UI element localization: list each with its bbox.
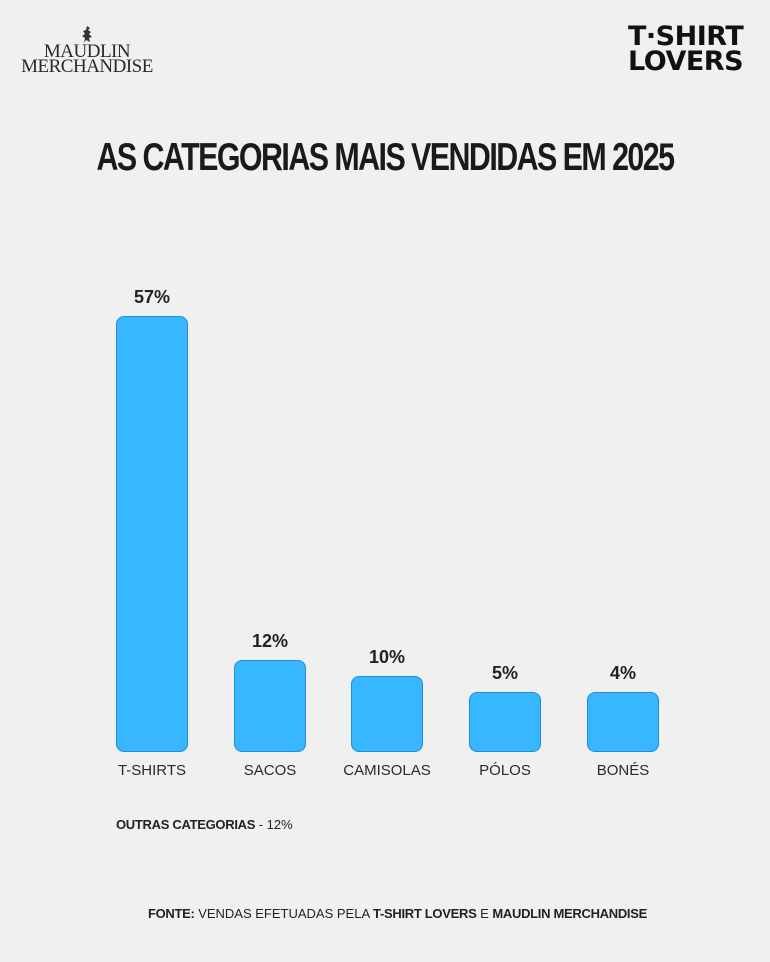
source-prefix: FONTE: [147,906,195,921]
bar-camisolas [351,676,423,752]
value-label: 5% [491,663,518,683]
tshirt-lovers-logo: T·SHIRT LOVERS [628,21,758,77]
category-label: CAMISOLAS [343,762,431,779]
value-label: 10% [368,647,406,667]
logo-right-line1: T·SHIRT [628,21,744,52]
source-note: FONTE: VENDAS EFETUADAS PELA T-SHIRT LOV… [0,906,770,921]
logo-right-line2: LOVERS [628,46,744,77]
value-label: 4% [609,663,636,683]
bird-icon [82,26,92,43]
bar-t-shirts [116,316,188,752]
other-categories-label: OUTRAS CATEGORIAS [116,817,256,832]
source-conjunction: E [476,906,493,921]
bar-pólos [469,692,541,752]
value-label: 57% [133,287,171,307]
category-label: PÓLOS [479,762,531,779]
other-categories-value: - 12% [255,817,293,832]
source-brand-maudlin: MAUDLIN MERCHANDISE [492,906,647,921]
logo-left-line1: MAUDLIN [43,41,131,62]
bar-bonés [587,692,659,752]
category-label: SACOS [243,762,297,779]
source-text: VENDAS EFETUADAS PELA [194,906,374,921]
value-label: 12% [251,631,289,651]
logo-left-line2: MERCHANDISE [21,56,153,77]
other-categories-note: OUTRAS CATEGORIAS - 12% [116,817,293,832]
bar-sacos [234,660,306,752]
maudlin-merchandise-logo: MAUDLIN MERCHANDISE [12,24,162,77]
bar-chart: 57% T-SHIRTS 12% SACOS 10% CAMISOLAS 5% PÓLOS 4%… [116,287,659,779]
category-label: T-SHIRTS [117,762,187,779]
category-label: BONÉS [596,762,650,779]
chart-title: AS CATEGORIAS MAIS VENDIDAS EM 2025 [96,136,675,179]
source-brand-tshirt-lovers: T-SHIRT LOVERS [373,906,477,921]
